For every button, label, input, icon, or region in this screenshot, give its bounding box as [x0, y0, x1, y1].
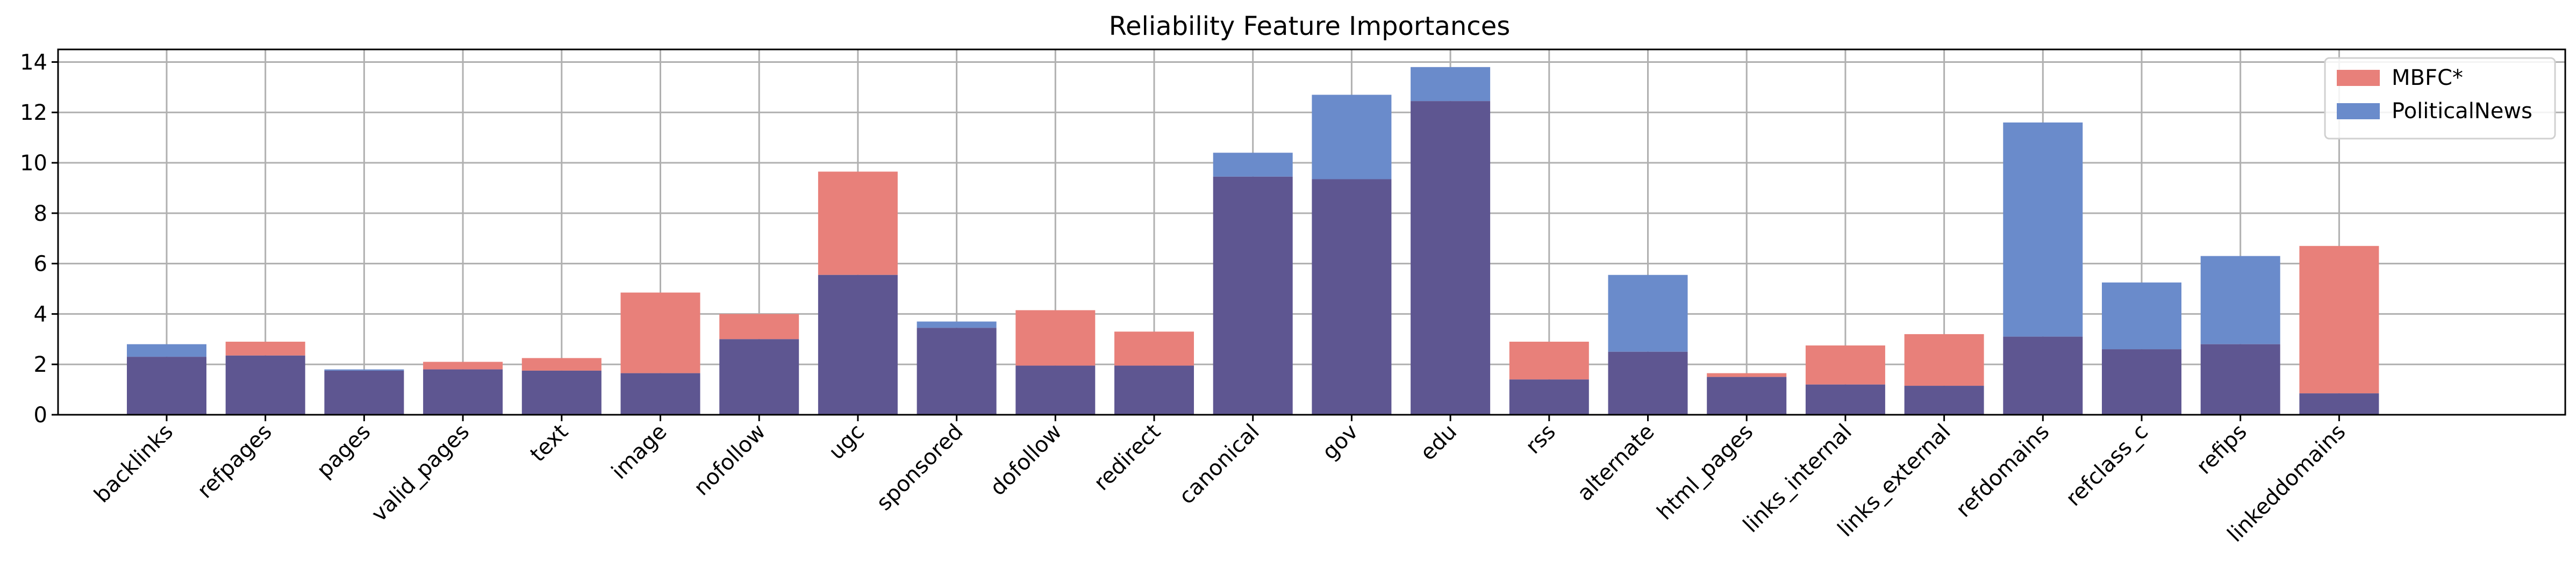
- bar-mbfc: [1114, 331, 1194, 366]
- y-tick-label: 4: [34, 302, 47, 327]
- y-tick-label: 14: [20, 50, 47, 75]
- legend-box: [2324, 57, 2556, 140]
- bar-overlap: [818, 275, 898, 415]
- legend-label: PoliticalNews: [2392, 99, 2532, 124]
- bar-overlap: [1805, 384, 1885, 415]
- bar-mbfc: [719, 314, 799, 340]
- legend-swatch: [2337, 70, 2380, 86]
- y-tick-label: 8: [34, 201, 47, 226]
- bar-overlap: [1312, 179, 1392, 415]
- bar-politicalnews: [1213, 153, 1293, 177]
- bar-mbfc: [620, 292, 700, 373]
- bars: [127, 67, 2379, 415]
- bar-overlap: [1114, 365, 1194, 415]
- y-tick-label: 12: [20, 100, 47, 125]
- bar-overlap: [2200, 344, 2280, 415]
- bar-mbfc: [2299, 246, 2379, 394]
- legend-label: MBFC*: [2392, 66, 2463, 90]
- bar-overlap: [225, 355, 305, 415]
- plot-frame: [57, 48, 2566, 416]
- y-tick-label: 0: [34, 403, 47, 428]
- bar-overlap: [1213, 176, 1293, 415]
- bar-politicalnews: [2200, 256, 2280, 344]
- bar-politicalnews: [917, 321, 997, 328]
- bar-overlap: [2102, 349, 2181, 415]
- bar-overlap: [719, 339, 799, 415]
- bar-overlap: [1707, 377, 1787, 415]
- bar-overlap: [917, 328, 997, 415]
- bar-overlap: [1509, 379, 1589, 415]
- bar-mbfc: [1904, 334, 1984, 386]
- bar-politicalnews: [324, 369, 404, 371]
- bar-politicalnews: [2003, 122, 2083, 337]
- bar-overlap: [2299, 393, 2379, 415]
- bar-mbfc: [225, 342, 305, 356]
- bar-overlap: [1015, 365, 1096, 415]
- bar-overlap: [620, 373, 700, 415]
- y-tick-label: 10: [20, 151, 47, 176]
- bar-politicalnews: [1608, 275, 1688, 352]
- legend: MBFC* PoliticalNews: [2324, 57, 2556, 140]
- bar-mbfc: [521, 358, 602, 371]
- bar-overlap: [1608, 351, 1688, 415]
- chart-title: Reliability Feature Importances: [1109, 11, 1510, 41]
- bar-overlap: [2003, 336, 2083, 415]
- bar-politicalnews: [1411, 67, 1491, 102]
- bar-mbfc: [818, 171, 898, 275]
- legend-swatch: [2337, 103, 2380, 119]
- bar-mbfc: [423, 362, 503, 370]
- bar-overlap: [521, 370, 602, 415]
- y-tick-label: 6: [34, 252, 47, 277]
- bar-overlap: [423, 369, 503, 415]
- y-tick-label: 2: [34, 352, 47, 377]
- bar-overlap: [127, 357, 206, 415]
- bar-overlap: [1904, 386, 1984, 415]
- bar-mbfc: [1805, 345, 1885, 385]
- bar-politicalnews: [2102, 282, 2181, 350]
- bar-mbfc: [1707, 373, 1787, 377]
- bar-overlap: [324, 370, 404, 415]
- bar-mbfc: [1509, 342, 1589, 380]
- bar-politicalnews: [1312, 95, 1392, 179]
- bar-mbfc: [1015, 310, 1096, 366]
- bar-overlap: [1411, 101, 1491, 415]
- bar-politicalnews: [127, 344, 206, 357]
